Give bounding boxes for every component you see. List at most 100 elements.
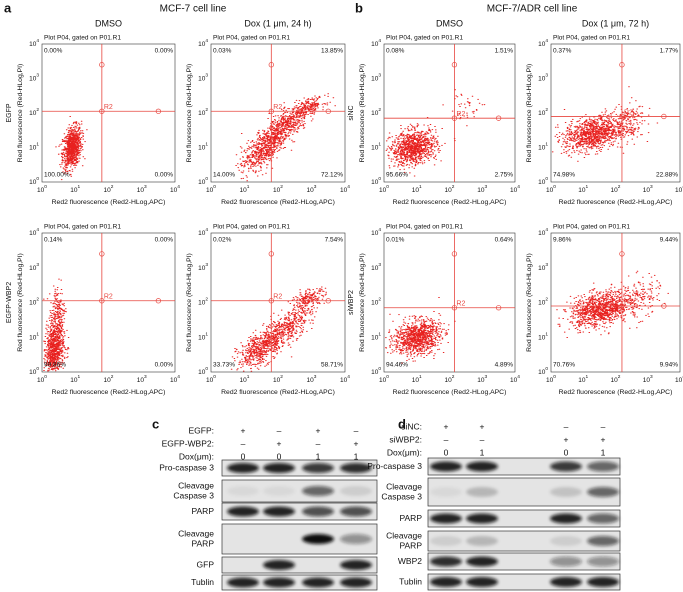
tick-label: 102 (29, 107, 39, 116)
y-axis-label: Red fluorescence (Red-HLog,PI) (526, 253, 533, 352)
condition-value: 0 (564, 447, 569, 457)
condition-value: 1 (316, 451, 321, 461)
quadrant-handle (325, 108, 331, 114)
tick-exponent: 2 (280, 184, 283, 190)
quadrant-percent: 0.00% (155, 48, 174, 55)
blot-label: Cleavage (178, 528, 214, 538)
blot-band (430, 487, 462, 497)
tick-base: 10 (198, 334, 206, 341)
blot-band (430, 513, 462, 524)
blot-label: Cleavage (178, 480, 214, 490)
tick-label: 103 (198, 73, 208, 82)
plot-frame (383, 43, 516, 183)
blot-strip (221, 459, 378, 477)
tick-base: 10 (307, 187, 315, 194)
tick-exponent: 2 (280, 374, 283, 380)
quadrant-percent: 0.37% (553, 48, 572, 55)
tick-exponent: 1 (78, 184, 81, 190)
tick-base: 10 (29, 299, 37, 306)
tick-base: 10 (477, 187, 485, 194)
quadrant-percent: 0.08% (386, 48, 405, 55)
quadrant-percent: 100.00% (44, 172, 70, 179)
tick-base: 10 (412, 377, 420, 384)
cell-events (235, 93, 336, 182)
tick-base: 10 (70, 377, 78, 384)
tick-exponent: 3 (314, 184, 317, 190)
tick-exponent: 1 (205, 332, 208, 338)
tick-label: 104 (29, 38, 39, 47)
tick-exponent: 2 (111, 184, 114, 190)
blot-band (550, 577, 582, 587)
tick-base: 10 (137, 187, 145, 194)
blot-band (340, 560, 372, 570)
condition-value: + (354, 438, 359, 448)
tick-base: 10 (371, 299, 379, 306)
tick-base: 10 (371, 369, 379, 376)
condition-value: – (564, 421, 569, 431)
tick-label: 103 (198, 262, 208, 271)
tick-base: 10 (371, 179, 379, 186)
tick-exponent: 2 (378, 107, 381, 113)
tick-label: 103 (643, 374, 653, 383)
tick-exponent: 2 (36, 297, 39, 303)
condition-value: 1 (480, 447, 485, 457)
blot-strip (221, 502, 378, 521)
tick-base: 10 (538, 75, 546, 82)
tick-exponent: 1 (545, 142, 548, 148)
blot-strip (221, 556, 378, 574)
tick-label: 100 (371, 176, 381, 185)
tick-exponent: 0 (386, 374, 389, 380)
tick-exponent: 0 (213, 374, 216, 380)
condition-value: 1 (354, 451, 359, 461)
tick-exponent: 4 (347, 374, 350, 380)
quadrant-percent: 95.66% (386, 172, 408, 179)
blot-strip (427, 530, 621, 552)
tick-base: 10 (371, 144, 379, 151)
region-label: R2 (624, 109, 633, 116)
tick-label: 102 (104, 184, 114, 193)
tick-label: 100 (379, 374, 389, 383)
tick-label: 101 (29, 332, 39, 341)
quadrant-percent: 0.00% (155, 362, 174, 369)
quadrant-handle (451, 115, 458, 121)
tick-base: 10 (137, 377, 145, 384)
plot-frame (210, 232, 346, 373)
quadrant-percent: 1.77% (660, 48, 679, 55)
tick-label: 102 (104, 374, 114, 383)
tick-exponent: 1 (36, 142, 39, 148)
tick-label: 101 (29, 142, 39, 151)
tick-exponent: 0 (553, 374, 556, 380)
quadrant-percent: 33.73% (213, 362, 235, 369)
tick-exponent: 2 (452, 184, 455, 190)
tick-base: 10 (371, 75, 379, 82)
tick-base: 10 (70, 187, 78, 194)
tick-base: 10 (29, 334, 37, 341)
quadrant-percent: 0.01% (386, 237, 405, 244)
tick-base: 10 (37, 187, 45, 194)
blot-band (466, 461, 498, 472)
tick-exponent: 3 (485, 184, 488, 190)
tick-label: 100 (206, 374, 216, 383)
panel-title: MCF-7/ADR cell line (487, 4, 578, 15)
tick-base: 10 (29, 110, 37, 117)
gate-label: Plot P04, gated on P01.R1 (44, 224, 121, 231)
row-label: siNC (348, 105, 355, 120)
tick-label: 101 (538, 142, 548, 151)
tick-label: 104 (340, 374, 350, 383)
blot-band (550, 487, 582, 497)
blot-band (587, 461, 619, 472)
panel-letter: d (398, 416, 406, 431)
quadrant-percent: 94.46% (386, 362, 408, 369)
row-label: siWBP2 (348, 290, 355, 315)
tick-label: 104 (170, 374, 180, 383)
tick-label: 100 (538, 366, 548, 375)
tick-label: 103 (307, 374, 317, 383)
tick-base: 10 (510, 377, 518, 384)
tick-base: 10 (170, 377, 178, 384)
tick-exponent: 3 (144, 374, 147, 380)
quadrant-percent: 2.75% (495, 172, 514, 179)
tick-exponent: 0 (36, 176, 39, 182)
tick-base: 10 (445, 187, 453, 194)
tick-label: 100 (37, 184, 47, 193)
condition-value: 0 (277, 451, 282, 461)
